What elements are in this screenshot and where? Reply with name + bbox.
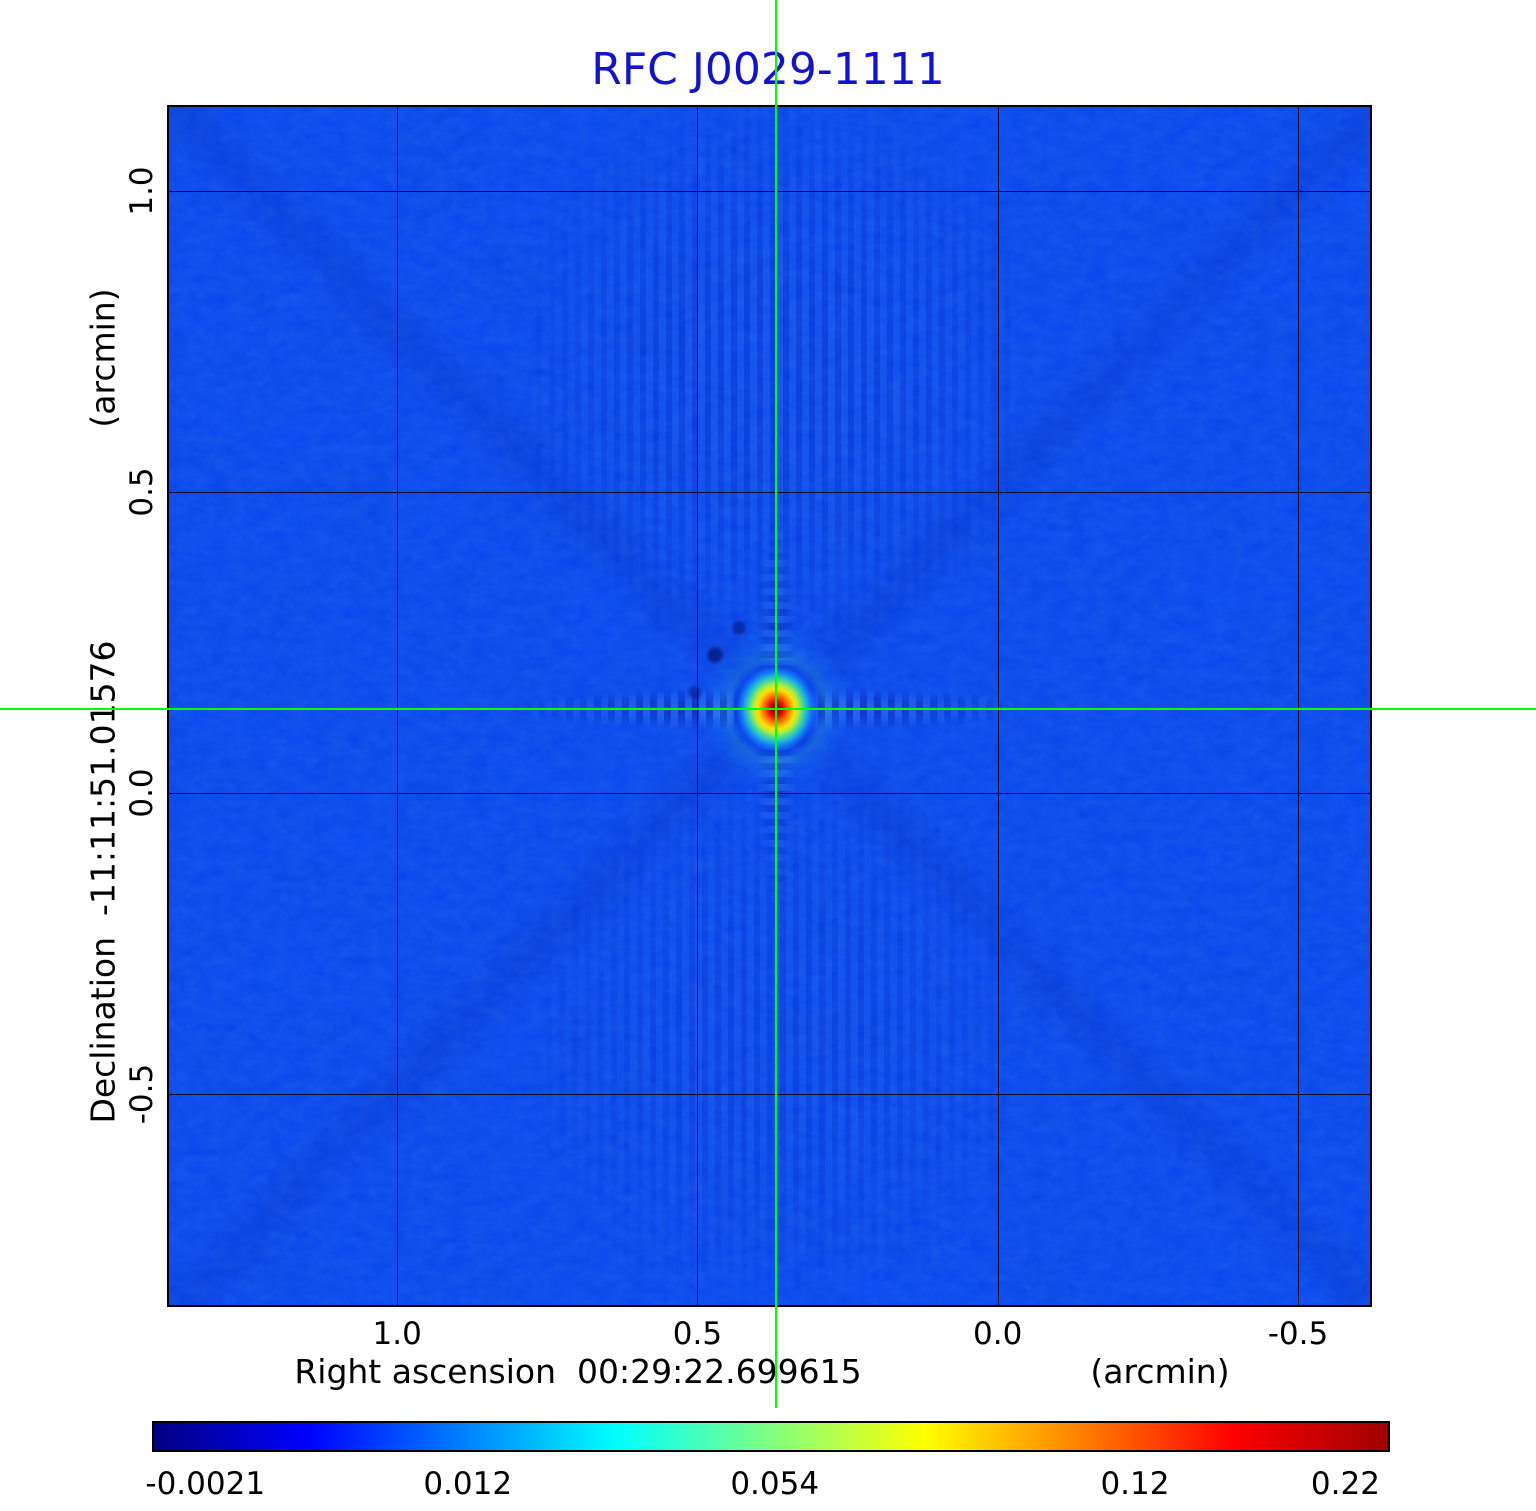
gridline-vertical [697,107,699,1305]
crosshair-horizontal-line [0,708,1536,710]
x-tick-label: -0.5 [1267,1316,1329,1352]
colorbar-tick-label: -0.0021 [145,1466,266,1502]
colorbar-tick-label: 0.012 [423,1466,513,1502]
gridline-horizontal [169,492,1370,494]
y-axis-label: Declination -11:11:51.01576 [83,640,123,1124]
y-axis-unit-label: (arcmin) [83,288,123,428]
sky-map-heatmap [167,105,1372,1307]
crosshair-vertical-line [774,0,777,1408]
gridline-horizontal [169,191,1370,193]
colorbar-tick-label: 0.054 [730,1466,820,1502]
gridline-vertical [397,107,399,1305]
colorbar-tick-label: 0.12 [1100,1466,1170,1502]
gridline-horizontal [169,1094,1370,1096]
gridline-vertical [1297,107,1299,1305]
y-tick-label: 1.0 [124,166,160,216]
x-axis-label: Right ascension 00:29:22.699615 [294,1352,862,1391]
colorbar [152,1421,1390,1452]
y-tick-label: -0.5 [124,1064,160,1125]
x-tick-label: 0.5 [672,1316,723,1352]
gridline-horizontal [169,793,1370,795]
x-tick-label: 0.0 [973,1316,1023,1352]
gridline-vertical [997,107,999,1305]
x-tick-label: 1.0 [372,1316,422,1352]
chart-title: RFC J0029-1111 [591,44,945,95]
y-tick-label: 0.5 [124,467,160,517]
colorbar-tick-label: 0.22 [1310,1466,1380,1502]
y-tick-label: 0.0 [124,768,160,818]
x-axis-unit-label: (arcmin) [1090,1352,1230,1391]
